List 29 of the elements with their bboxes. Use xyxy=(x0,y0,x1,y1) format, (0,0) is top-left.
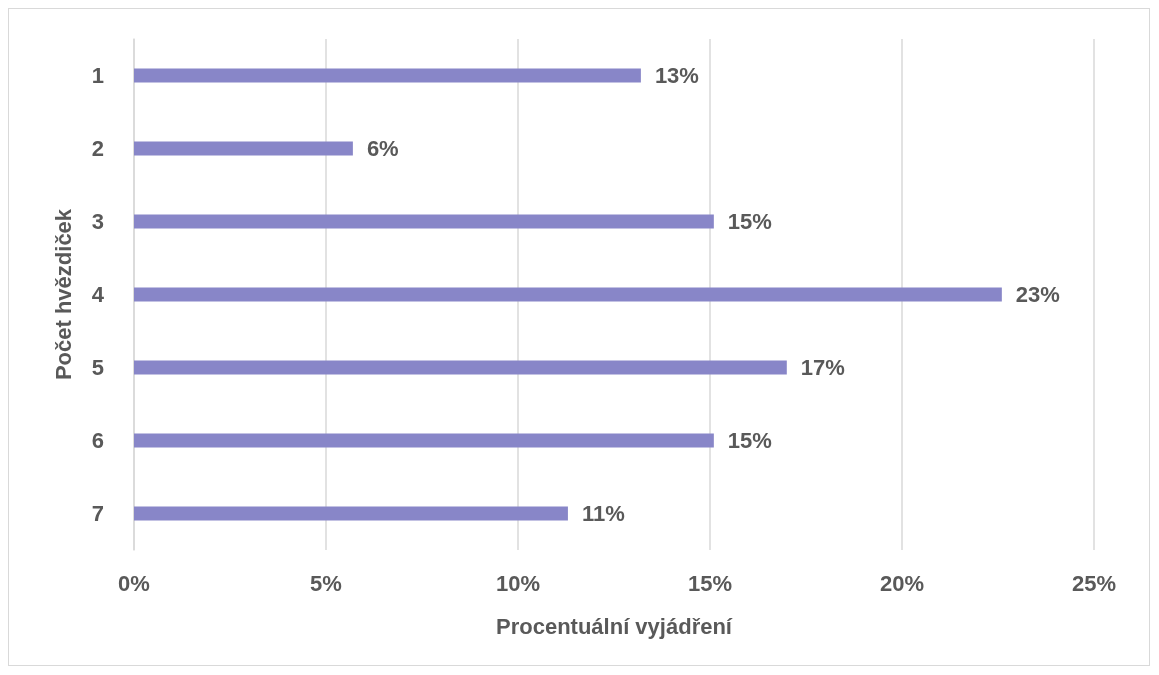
bar xyxy=(134,141,353,156)
y-tick-label: 5 xyxy=(91,355,104,380)
x-tick-label: 25% xyxy=(1071,570,1117,596)
data-label: 13% xyxy=(654,63,699,88)
data-label: 17% xyxy=(800,355,845,380)
data-label: 23% xyxy=(1015,282,1060,307)
y-tick-label: 3 xyxy=(91,209,104,234)
x-tick-label: 20% xyxy=(879,570,925,596)
x-axis-title: Procentuální vyjádření xyxy=(496,613,733,639)
data-label: 15% xyxy=(727,209,772,234)
bar xyxy=(134,287,1002,302)
bar xyxy=(134,214,714,229)
data-label: 15% xyxy=(727,428,772,453)
y-tick-label: 2 xyxy=(91,136,104,161)
y-axis-title: Počet hvězdiček xyxy=(50,208,76,381)
y-tick-label: 4 xyxy=(91,282,105,307)
bar xyxy=(134,360,787,375)
y-tick-label: 7 xyxy=(91,501,104,526)
bar xyxy=(134,433,714,448)
x-tick-label: 5% xyxy=(310,570,342,596)
x-tick-label: 0% xyxy=(118,570,150,596)
y-tick-label: 6 xyxy=(91,428,104,453)
y-tick-label: 1 xyxy=(91,63,104,88)
x-tick-label: 10% xyxy=(495,570,541,596)
x-tick-label: 15% xyxy=(687,570,733,596)
bar xyxy=(134,68,641,83)
data-label: 11% xyxy=(581,501,625,526)
data-label: 6% xyxy=(366,136,399,161)
bar xyxy=(134,506,568,521)
